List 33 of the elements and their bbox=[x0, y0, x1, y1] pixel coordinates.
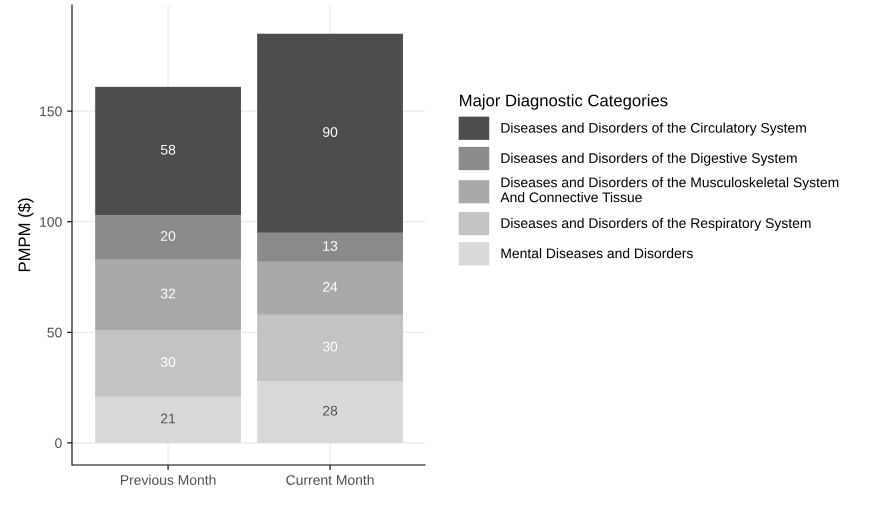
data-label: 90 bbox=[322, 127, 338, 137]
bar bbox=[257, 34, 403, 233]
legend-label: Diseases and Disorders of the Digestive System bbox=[501, 152, 797, 166]
y-tick-label: 150 bbox=[40, 106, 62, 116]
data-label: 28 bbox=[323, 406, 338, 416]
bar bbox=[257, 232, 403, 262]
data-label: 24 bbox=[323, 282, 338, 292]
x-tick-label: Previous Month bbox=[120, 474, 216, 485]
y-tick-label: 50 bbox=[47, 328, 62, 338]
bar bbox=[95, 396, 241, 443]
legend-label: Diseases and Disorders of the Respiratory System bbox=[501, 218, 811, 231]
legend-title: Major Diagnostic Categories bbox=[460, 94, 668, 110]
bar bbox=[95, 330, 241, 396]
legend-label: Diseases and Disorders of the Musculoskeletal System And Connective Tissue bbox=[500, 177, 838, 202]
data-label: 58 bbox=[160, 144, 176, 155]
y-axis-title: PMPM ($) bbox=[18, 198, 34, 272]
bar bbox=[95, 259, 241, 330]
bar bbox=[257, 262, 403, 315]
data-label: 13 bbox=[323, 241, 338, 251]
y-tick-label: 100 bbox=[40, 217, 62, 227]
bar bbox=[95, 86, 241, 216]
data-label: 32 bbox=[160, 288, 176, 298]
data-label: 30 bbox=[160, 357, 176, 367]
data-label: 30 bbox=[322, 342, 338, 352]
bar bbox=[257, 380, 403, 443]
data-label: 21 bbox=[161, 414, 176, 424]
x-tick-label: Current Month bbox=[286, 474, 374, 485]
data-label: 20 bbox=[161, 231, 176, 241]
legend-label: Mental Diseases and Disorders bbox=[501, 248, 693, 258]
bar bbox=[95, 215, 241, 260]
y-tick-label: 0 bbox=[55, 438, 62, 448]
bar bbox=[257, 314, 403, 381]
legend-label: Diseases and Disorders of the Circulatory System bbox=[501, 122, 806, 136]
